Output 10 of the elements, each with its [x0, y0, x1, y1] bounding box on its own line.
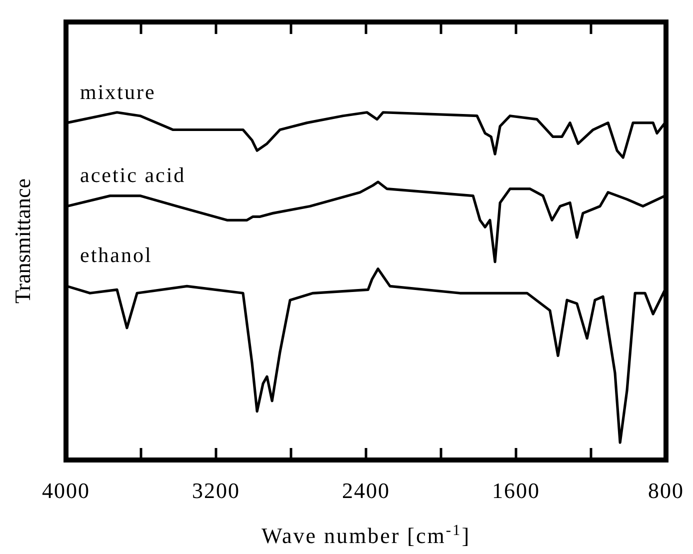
- x-tick-label: 3200: [192, 478, 240, 503]
- y-axis-title: Transmittance: [10, 178, 35, 304]
- x-tick-label: 4000: [42, 478, 90, 503]
- series-label: mixture: [80, 80, 156, 104]
- x-tick-label: 1600: [492, 478, 540, 503]
- x-tick-label: 800: [648, 478, 684, 503]
- x-axis-title: Wave number [cm$^{-1}$]: [261, 522, 471, 548]
- series-label: acetic acid: [80, 163, 186, 188]
- series-label: ethanol: [80, 243, 152, 268]
- x-tick-label: 2400: [342, 478, 390, 503]
